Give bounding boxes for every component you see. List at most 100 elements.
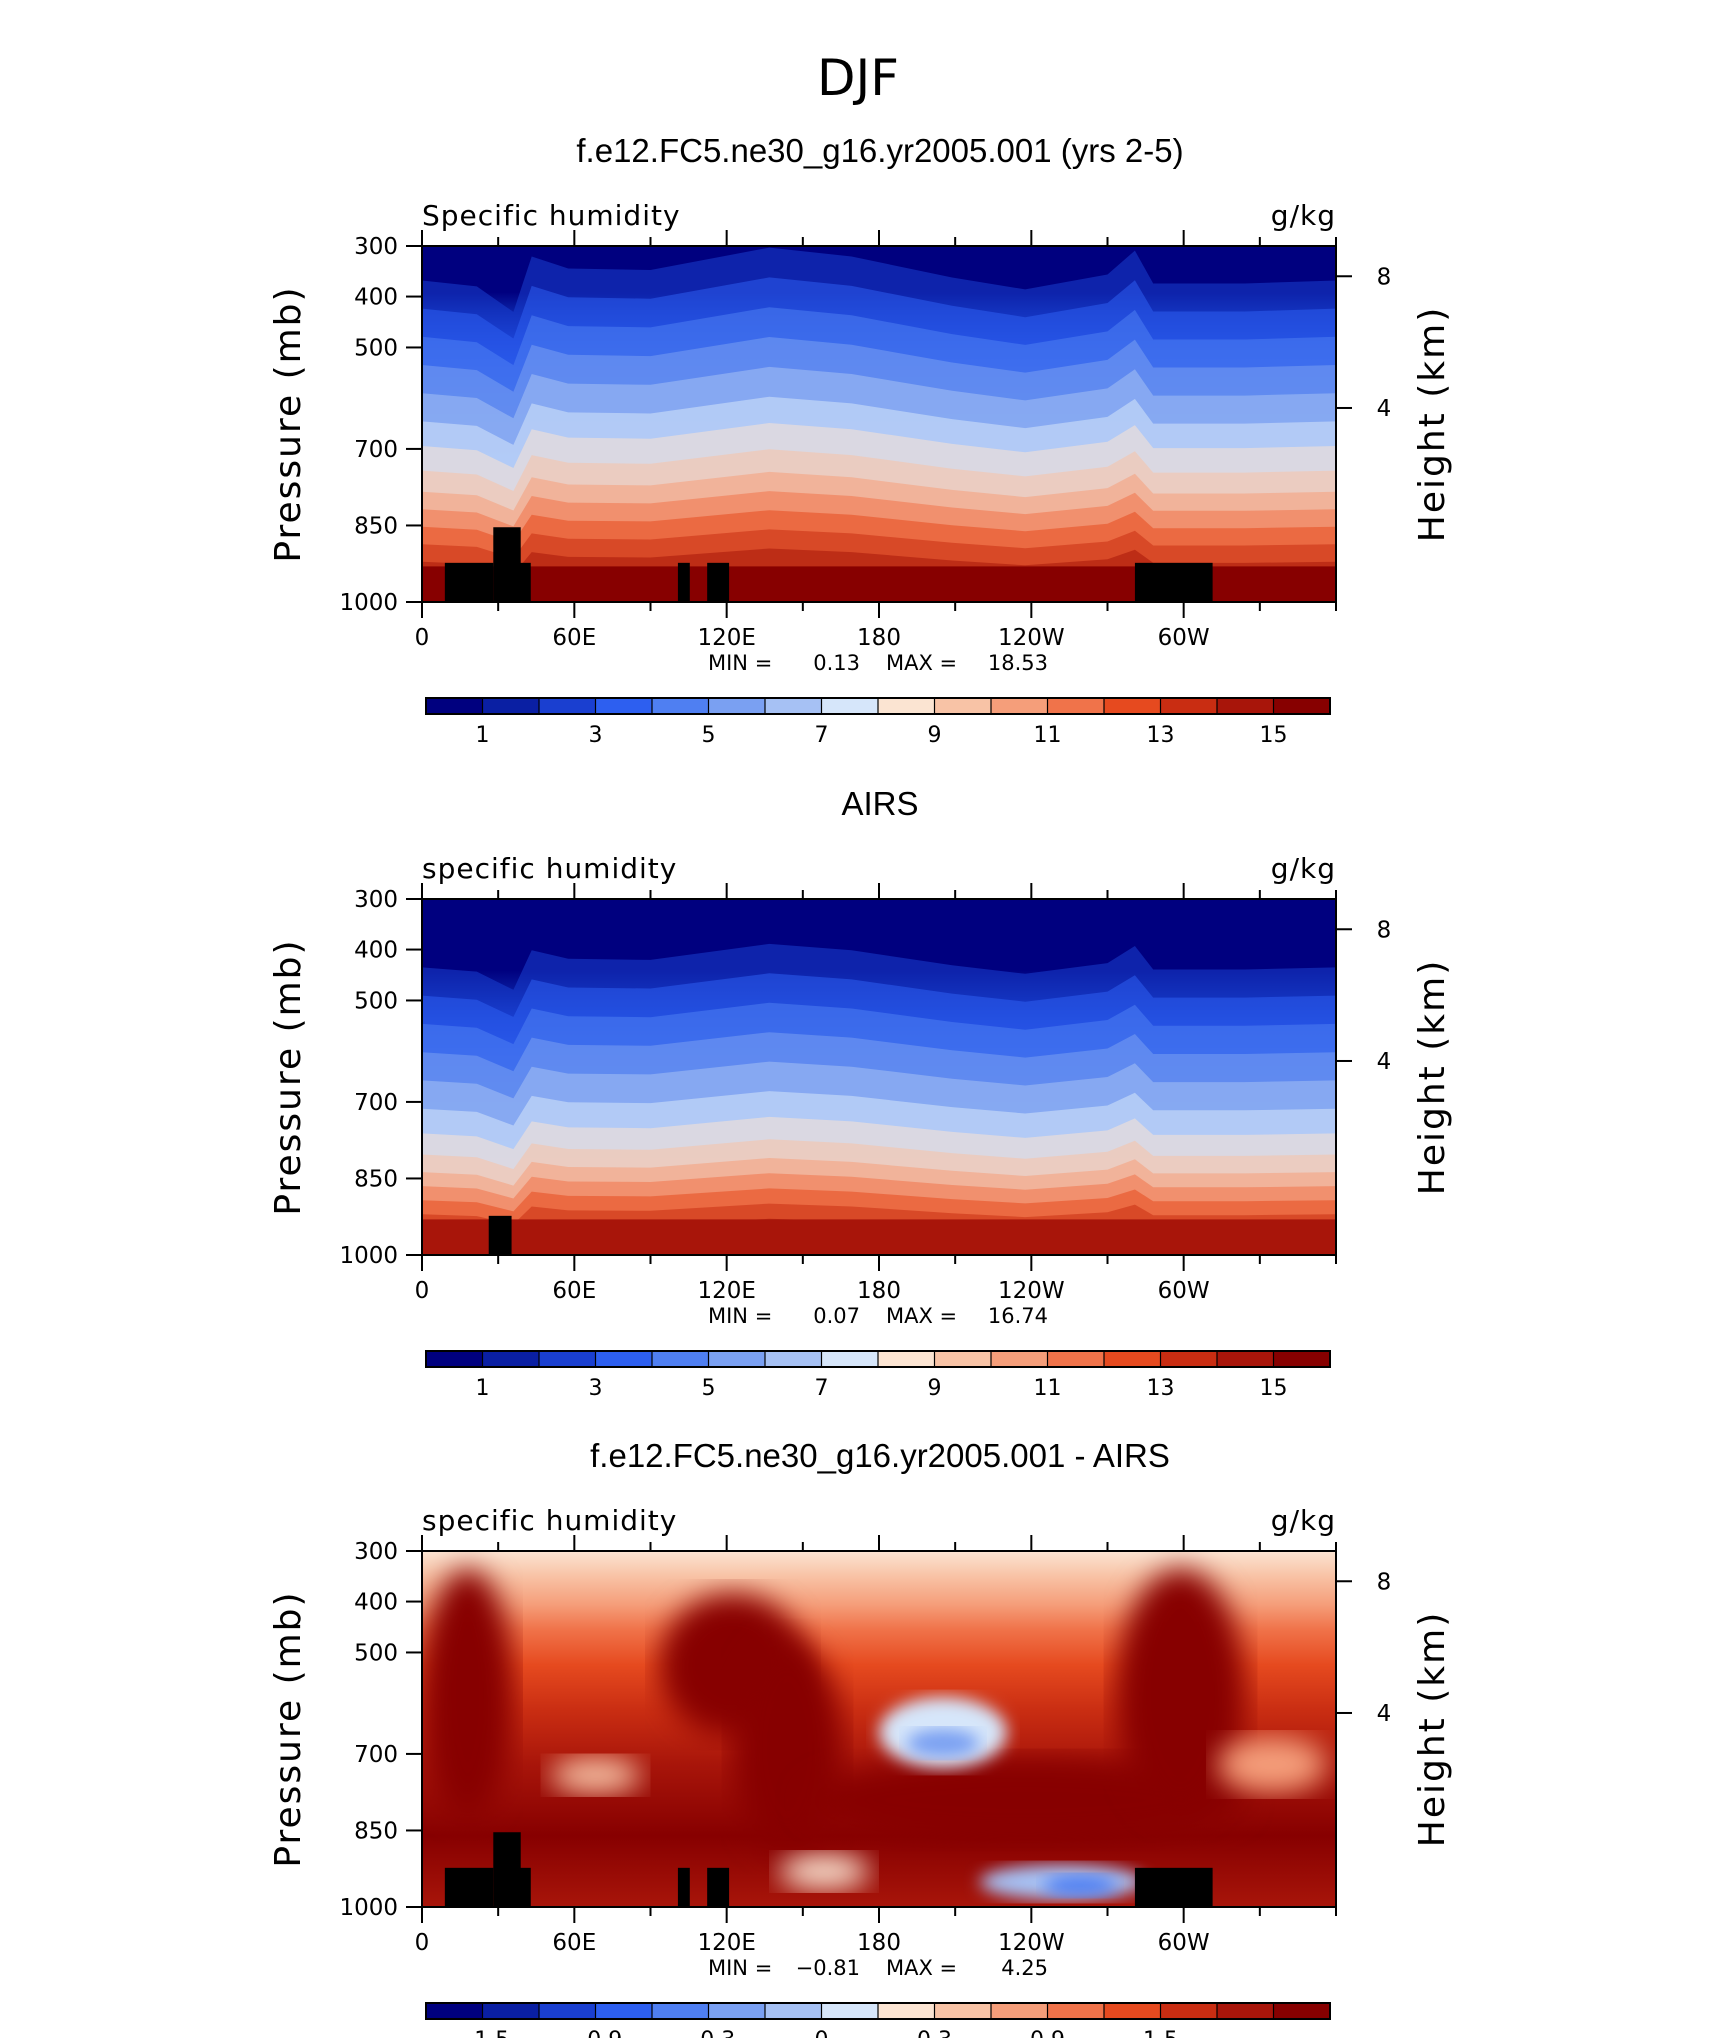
y-tick-label: 700	[354, 1742, 398, 1768]
x-tick-label: 60W	[1158, 1278, 1210, 1304]
stat-min-label: MIN =	[708, 1304, 772, 1328]
colorbar-swatch	[482, 1351, 540, 1367]
negative-zone-core	[1043, 1874, 1117, 1897]
colorbar-swatch	[426, 2003, 483, 2019]
colorbar-swatch	[652, 2003, 709, 2019]
colorbar-swatch	[1217, 698, 1274, 714]
stat-max-label: MAX =	[886, 651, 957, 675]
contour-blob	[1116, 1568, 1245, 1818]
topography-mask	[707, 1867, 730, 1907]
colorbar-label: 13	[1147, 723, 1175, 748]
colorbar-label: −0.9	[569, 2028, 622, 2038]
y-tick-label: 500	[354, 335, 398, 361]
colorbar-label: 5	[702, 1376, 716, 1401]
colorbar-swatch	[1217, 1351, 1274, 1367]
colorbar-label: 11	[1034, 723, 1062, 748]
colorbar-label: 1	[476, 723, 490, 748]
colorbar-swatch	[1217, 2003, 1274, 2019]
negative-zone-core	[906, 1729, 980, 1758]
colorbar-swatch	[708, 1351, 766, 1367]
colorbar-swatch	[595, 2003, 653, 2019]
colorbar-frame	[425, 2002, 1331, 2020]
colorbar-label: 0	[815, 2028, 829, 2038]
main-title: DJF	[817, 49, 899, 107]
stat-min-value: −0.81	[796, 1956, 860, 1980]
y-tick-label: 1000	[339, 1243, 398, 1269]
x-tick-label: 180	[857, 625, 901, 651]
stat-max-label: MAX =	[886, 1304, 957, 1328]
y-tick-label: 500	[354, 988, 398, 1014]
topography-mask	[677, 562, 690, 602]
panel-variable-label: specific humidity	[422, 852, 677, 885]
colorbar-swatch	[878, 698, 935, 714]
colorbar-swatch	[539, 698, 596, 714]
colorbar-swatch	[934, 2003, 992, 2019]
colorbar-swatch	[765, 698, 822, 714]
panel-title: AIRS	[841, 785, 918, 822]
colorbar-label: 3	[589, 723, 603, 748]
contour-blob	[778, 1853, 870, 1890]
colorbar-swatch	[708, 698, 766, 714]
height-tick-label: 4	[1377, 396, 1392, 422]
stat-max-value: 16.74	[988, 1304, 1048, 1328]
x-tick-label: 60W	[1158, 625, 1210, 651]
colorbar-swatch	[765, 1351, 822, 1367]
topography-mask	[444, 1867, 494, 1907]
colorbar-label: 11	[1034, 1376, 1062, 1401]
colorbar-swatch	[1273, 1351, 1331, 1367]
colorbar-swatch	[878, 1351, 935, 1367]
colorbar-swatch	[1047, 698, 1105, 714]
panel-difference: f.e12.FC5.ne30_g16.yr2005.001 - AIRS spec…	[268, 1437, 1453, 2038]
topography-mask	[677, 1867, 690, 1907]
panel-variable-label: specific humidity	[422, 1504, 677, 1537]
stat-max-label: MAX =	[886, 1956, 957, 1980]
colorbar-swatch	[426, 698, 483, 714]
colorbar-label: 3	[589, 1376, 603, 1401]
colorbar-swatch	[426, 1351, 483, 1367]
topography-mask	[444, 562, 494, 602]
y-tick-label: 500	[354, 1640, 398, 1666]
x-tick-label: 120E	[697, 625, 755, 651]
colorbar-label: 15	[1260, 723, 1288, 748]
y-tick-label: 850	[354, 1818, 398, 1844]
y-tick-label: 300	[354, 234, 398, 260]
colorbar-swatch	[821, 698, 879, 714]
panel-units-label: g/kg	[1271, 1504, 1336, 1537]
colorbar-swatch	[934, 698, 992, 714]
topography-mask	[1134, 1867, 1213, 1907]
y-axis-title-right: Height (km)	[1412, 306, 1453, 542]
colorbar-swatch	[708, 2003, 766, 2019]
colorbar-label: −0.3	[682, 2028, 735, 2038]
colorbar-swatch	[1047, 1351, 1105, 1367]
height-tick-label: 4	[1377, 1701, 1392, 1727]
colorbar-label: 7	[815, 723, 829, 748]
x-tick-label: 60W	[1158, 1930, 1210, 1956]
colorbar-swatch	[652, 698, 709, 714]
x-tick-label: 60E	[552, 1278, 596, 1304]
height-tick-label: 8	[1377, 917, 1392, 943]
colorbar-frame	[425, 697, 1331, 715]
x-tick-label: 0	[415, 625, 430, 651]
y-tick-label: 300	[354, 1539, 398, 1565]
topography-mask	[1134, 562, 1213, 602]
colorbar-label: 9	[928, 723, 942, 748]
colorbar-swatch	[1104, 1351, 1161, 1367]
colorbar-swatch	[1160, 1351, 1218, 1367]
colorbar-swatch	[1047, 2003, 1105, 2019]
colorbar-frame	[425, 1350, 1331, 1368]
x-tick-label: 180	[857, 1278, 901, 1304]
topography-mask	[519, 562, 531, 602]
colorbar-label: 5	[702, 723, 716, 748]
panel-units-label: g/kg	[1271, 199, 1336, 232]
colorbar-swatch	[1104, 2003, 1161, 2019]
stat-max-value: 18.53	[988, 651, 1048, 675]
y-tick-label: 850	[354, 513, 398, 539]
colorbar-label: 15	[1260, 1376, 1288, 1401]
x-tick-label: 120W	[998, 1930, 1065, 1956]
field	[422, 899, 1336, 1255]
colorbar-swatch	[991, 1351, 1048, 1367]
field	[422, 1551, 1336, 1907]
x-tick-label: 180	[857, 1930, 901, 1956]
colorbar-swatch	[482, 698, 540, 714]
